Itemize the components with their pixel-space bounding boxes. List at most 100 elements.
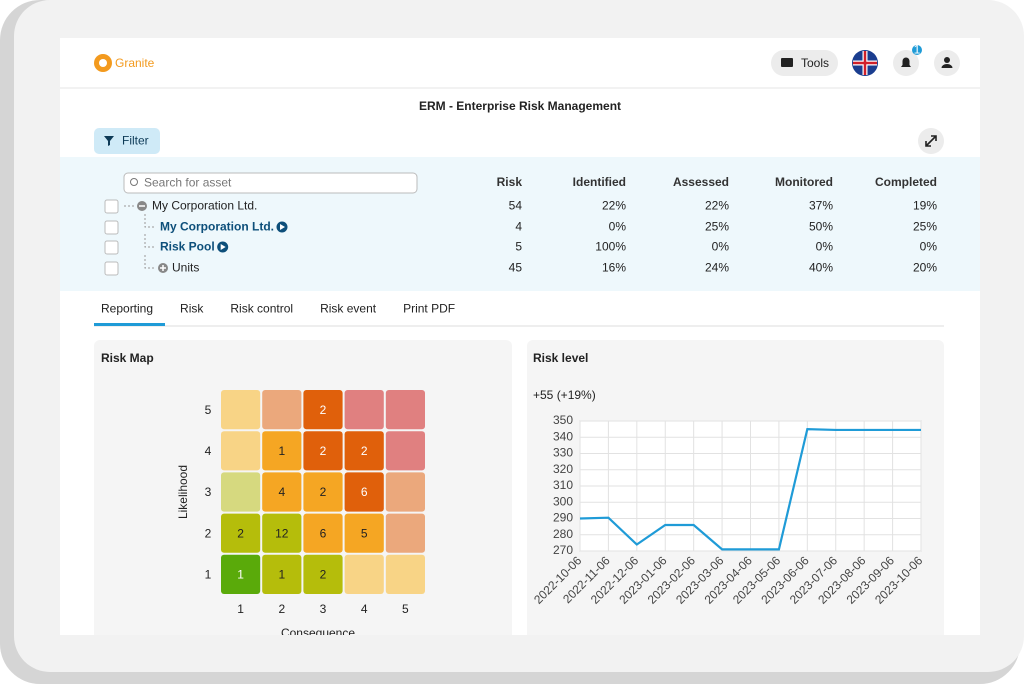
risk-cell[interactable] xyxy=(303,554,343,594)
risk-cell[interactable] xyxy=(303,472,343,512)
risk-cell[interactable] xyxy=(385,472,425,512)
table-cell: 4 xyxy=(515,220,522,234)
tools-label: Tools xyxy=(801,56,829,70)
folder-icon xyxy=(781,58,793,67)
table-cell: 19% xyxy=(913,199,937,213)
filter-button[interactable] xyxy=(94,128,160,154)
risk-count: 5 xyxy=(361,526,368,540)
risk-count: 1 xyxy=(278,444,285,458)
risk-cell[interactable] xyxy=(385,554,425,594)
risk-count: 2 xyxy=(320,485,327,499)
risk-cell[interactable] xyxy=(344,431,384,471)
user-icon-body xyxy=(941,64,953,68)
risk-cell[interactable] xyxy=(344,554,384,594)
x-tick-label: 3 xyxy=(320,602,327,616)
play xyxy=(280,224,285,230)
search-icon xyxy=(130,178,138,186)
risk-cell[interactable] xyxy=(221,431,261,471)
table-cell: 40% xyxy=(809,261,833,275)
risk-count: 2 xyxy=(237,526,244,540)
y-tick-label: 5 xyxy=(205,403,212,417)
table-cell: 22% xyxy=(602,199,626,213)
y-tick-label: 270 xyxy=(553,543,573,557)
tab[interactable]: Risk xyxy=(180,302,204,316)
table-cell: 0% xyxy=(712,240,730,254)
table-cell: 45 xyxy=(509,261,523,275)
table-cell: 16% xyxy=(602,261,626,275)
x-tick-label: 1 xyxy=(237,602,244,616)
table-cell: 54 xyxy=(509,199,523,213)
row-checkbox[interactable] xyxy=(104,261,119,276)
risk-cell[interactable] xyxy=(303,431,343,471)
risk-cell[interactable] xyxy=(262,431,302,471)
risk-cell[interactable] xyxy=(344,472,384,512)
y-tick-label: 350 xyxy=(553,413,573,427)
tools-button[interactable] xyxy=(771,50,838,76)
risk-cell[interactable] xyxy=(385,390,425,430)
table-cell: 22% xyxy=(705,199,729,213)
risk-cell[interactable] xyxy=(344,513,384,553)
badge xyxy=(912,45,922,55)
risk-cell[interactable] xyxy=(385,431,425,471)
tree-line xyxy=(144,234,155,248)
risk-cell[interactable] xyxy=(303,513,343,553)
asset-name[interactable]: Risk Pool xyxy=(160,240,215,254)
asset-name[interactable]: My Corporation Ltd. xyxy=(160,220,274,234)
y-tick-label: 340 xyxy=(553,429,573,443)
search-box[interactable] xyxy=(123,172,418,194)
table-cell: 100% xyxy=(595,240,626,254)
x-axis-label: Consequence xyxy=(281,626,355,640)
row-checkbox[interactable] xyxy=(104,220,119,235)
x-tick-label: 2 xyxy=(278,602,285,616)
y-tick-label: 330 xyxy=(553,446,573,460)
risk-cell[interactable] xyxy=(221,513,261,553)
risk-line xyxy=(579,427,921,551)
asset-name: Units xyxy=(172,261,199,275)
table-cell: 0% xyxy=(609,220,627,234)
y-tick-label: 310 xyxy=(553,478,573,492)
table-cell: 0% xyxy=(816,240,834,254)
column-header: Monitored xyxy=(775,175,833,189)
row-checkbox[interactable] xyxy=(104,199,119,214)
row-checkbox[interactable] xyxy=(104,240,119,255)
risk-cell[interactable] xyxy=(262,390,302,430)
risk-map-title: Risk Map xyxy=(101,351,154,365)
risk-cell[interactable] xyxy=(221,472,261,512)
risk-cell[interactable] xyxy=(221,554,261,594)
risk-cell[interactable] xyxy=(262,472,302,512)
y-tick-label: 1 xyxy=(205,568,212,582)
tab[interactable]: Risk event xyxy=(320,302,377,316)
risk-count: 2 xyxy=(320,568,327,582)
column-header: Assessed xyxy=(673,175,729,189)
risk-cell[interactable] xyxy=(344,390,384,430)
play xyxy=(220,244,226,250)
y-tick-label: 4 xyxy=(205,444,212,458)
risk-cell[interactable] xyxy=(221,390,261,430)
risk-cell[interactable] xyxy=(303,390,343,430)
table-cell: 0% xyxy=(920,240,938,254)
badge-count: 1 xyxy=(914,43,921,57)
tab[interactable]: Reporting xyxy=(101,302,153,316)
logo-icon-inner xyxy=(99,59,107,67)
bell-icon xyxy=(901,57,911,67)
risk-count: 12 xyxy=(275,526,289,540)
risk-count: 6 xyxy=(320,526,327,540)
flag-cross-red xyxy=(853,51,877,75)
y-tick-label: 2 xyxy=(205,526,212,540)
tab[interactable]: Print PDF xyxy=(403,302,455,316)
table-cell: 37% xyxy=(809,199,833,213)
tab[interactable]: Risk control xyxy=(230,302,293,316)
table-cell: 20% xyxy=(913,261,937,275)
risk-count: 2 xyxy=(361,444,368,458)
filter-icon xyxy=(104,136,114,146)
y-axis-label: Likelihood xyxy=(176,465,190,519)
risk-cell[interactable] xyxy=(262,513,302,553)
search-placeholder: Search for asset xyxy=(144,176,232,190)
y-tick-label: 290 xyxy=(553,511,573,525)
risk-cell[interactable] xyxy=(385,513,425,553)
risk-cell[interactable] xyxy=(262,554,302,594)
page-title: ERM - Enterprise Risk Management xyxy=(419,99,621,113)
filter-label: Filter xyxy=(122,134,149,148)
column-header: Risk xyxy=(497,175,523,189)
